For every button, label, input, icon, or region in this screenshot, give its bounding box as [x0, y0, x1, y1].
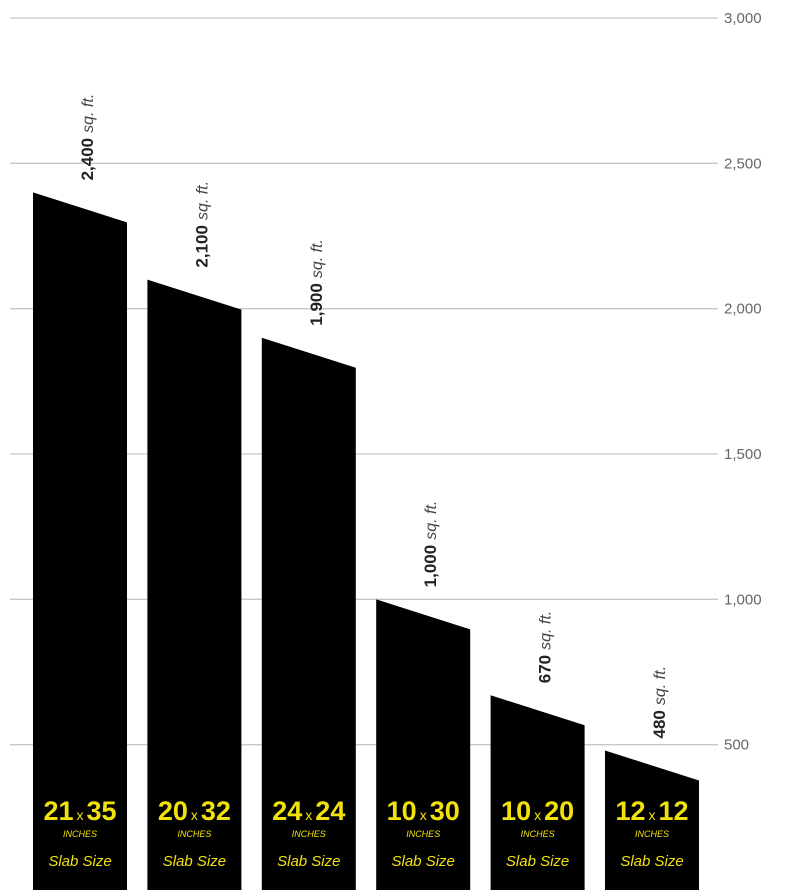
y-tick-label: 2,500: [724, 155, 762, 172]
dim-width: 12: [615, 796, 645, 826]
category-caption: Slab Size: [277, 853, 340, 870]
dim-width: 10: [501, 796, 531, 826]
value-labels: 2,400sq. ft.2,100sq. ft.1,900sq. ft.1,00…: [78, 94, 669, 739]
dim-height: 12: [659, 796, 689, 826]
category-label: 24 x 24: [272, 796, 345, 826]
dimension-unit: INCHES: [177, 829, 211, 839]
category-label: 12 x 12: [615, 796, 688, 826]
dim-separator: x: [534, 807, 541, 823]
value-unit: sq. ft.: [423, 501, 440, 540]
category-caption: Slab Size: [506, 853, 569, 870]
category-caption: Slab Size: [620, 853, 683, 870]
dim-separator: x: [191, 807, 198, 823]
dim-height: 32: [201, 796, 231, 826]
bar-4: [376, 599, 471, 890]
value-label: 2,400 sq. ft.: [78, 94, 97, 181]
value-unit: sq. ft.: [652, 666, 669, 705]
category-label: 20 x 32: [158, 796, 231, 826]
category-label: 21 x 35: [43, 796, 116, 826]
dim-width: 20: [158, 796, 188, 826]
y-tick-label: 2,000: [724, 301, 762, 318]
dim-separator: x: [420, 807, 427, 823]
value-unit: sq. ft.: [309, 239, 326, 278]
bar-3: [261, 337, 356, 890]
dim-separator: x: [305, 807, 312, 823]
gridlines: 500 1,000 1,500 2,000 2,500 3,000: [10, 10, 762, 754]
y-tick-label: 500: [724, 737, 749, 754]
dim-separator: x: [77, 807, 84, 823]
value-label: 2,100 sq. ft.: [192, 181, 211, 268]
value-number: 1,000: [421, 545, 440, 588]
y-tick-label: 1,500: [724, 446, 762, 463]
value-label: 670 sq. ft.: [536, 611, 555, 684]
value-number: 2,100: [192, 225, 211, 268]
category-caption: Slab Size: [48, 853, 111, 870]
dimension-unit: INCHES: [406, 829, 440, 839]
category-label: 10 x 30: [387, 796, 460, 826]
bar-2: [147, 279, 242, 890]
dim-height: 30: [430, 796, 460, 826]
value-number: 1,900: [307, 283, 326, 326]
y-tick-label: 3,000: [724, 10, 762, 27]
value-unit: sq. ft.: [80, 94, 97, 133]
bar-6: [605, 750, 699, 890]
dimension-unit: INCHES: [292, 829, 326, 839]
category-caption: Slab Size: [392, 853, 455, 870]
value-label: 1,900 sq. ft.: [307, 239, 326, 326]
value-number: 2,400: [78, 138, 97, 181]
dim-height: 24: [315, 796, 345, 826]
value-number: 480: [650, 710, 669, 738]
value-label: 1,000 sq. ft.: [421, 501, 440, 588]
value-number: 670: [536, 655, 555, 683]
dim-width: 21: [43, 796, 73, 826]
dimension-unit: INCHES: [635, 829, 669, 839]
dim-width: 24: [272, 796, 302, 826]
dimension-unit: INCHES: [521, 829, 555, 839]
y-tick-label: 1,000: [724, 591, 762, 608]
value-unit: sq. ft.: [538, 611, 555, 650]
value-unit: sq. ft.: [194, 181, 211, 220]
bars: [33, 192, 699, 890]
category-caption: Slab Size: [163, 853, 226, 870]
dim-height: 35: [87, 796, 117, 826]
bar-5: [490, 695, 585, 890]
dim-separator: x: [649, 807, 656, 823]
dimension-unit: INCHES: [63, 829, 97, 839]
bar-1: [33, 192, 127, 890]
dim-width: 10: [387, 796, 417, 826]
dim-height: 20: [544, 796, 574, 826]
category-label: 10 x 20: [501, 796, 574, 826]
value-label: 480 sq. ft.: [650, 666, 669, 739]
